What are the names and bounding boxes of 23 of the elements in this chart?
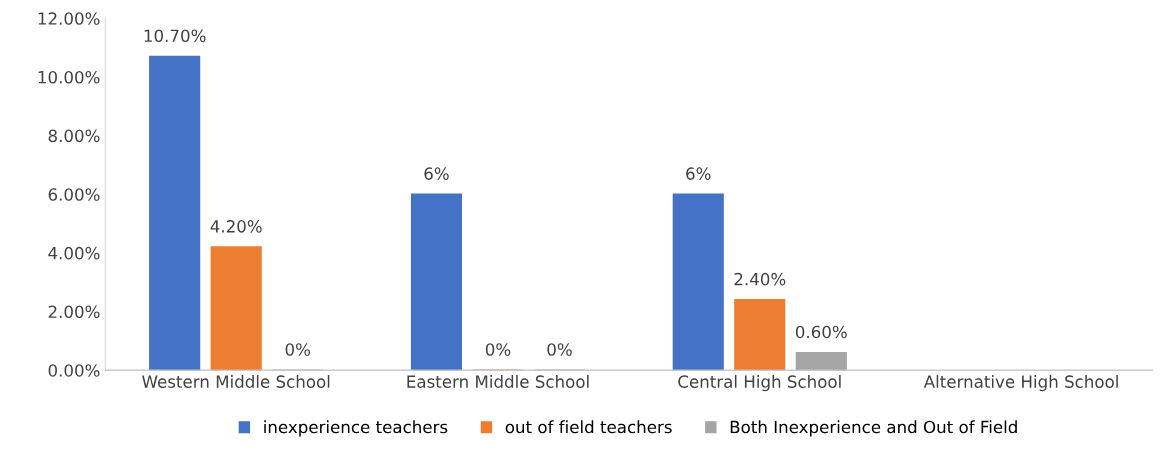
data-label: 6% xyxy=(424,167,449,180)
legend-label: inexperience teachers xyxy=(264,420,448,437)
data-label: 10.70% xyxy=(144,29,206,43)
y-tick-label: 4.00% xyxy=(48,246,100,260)
x-tick-label: Eastern Middle School xyxy=(407,375,589,388)
y-tick-label: 8.00% xyxy=(48,129,100,143)
x-tick-label: Alternative High School xyxy=(923,375,1118,392)
y-tick-label: 12.00% xyxy=(38,12,100,25)
data-label: 0.60% xyxy=(795,325,847,339)
data-label: 6% xyxy=(686,167,711,180)
y-tick-label: 6.00% xyxy=(48,188,100,201)
data-label: 0% xyxy=(285,343,311,356)
data-label: 0% xyxy=(547,343,572,356)
legend-label: out of field teachers xyxy=(505,420,672,434)
legend-label: Both Inexperience and Out of Field xyxy=(730,420,1017,437)
data-label: 4.20% xyxy=(210,220,262,233)
y-tick-label: 10.00% xyxy=(38,70,100,84)
data-label: 2.40% xyxy=(734,272,786,286)
data-label: 0% xyxy=(485,343,511,356)
y-tick-label: 0.00% xyxy=(48,364,100,377)
x-tick-label: Central High School xyxy=(678,375,841,392)
x-tick-label: Western Middle School xyxy=(142,375,330,388)
y-tick-label: 2.00% xyxy=(48,305,100,319)
